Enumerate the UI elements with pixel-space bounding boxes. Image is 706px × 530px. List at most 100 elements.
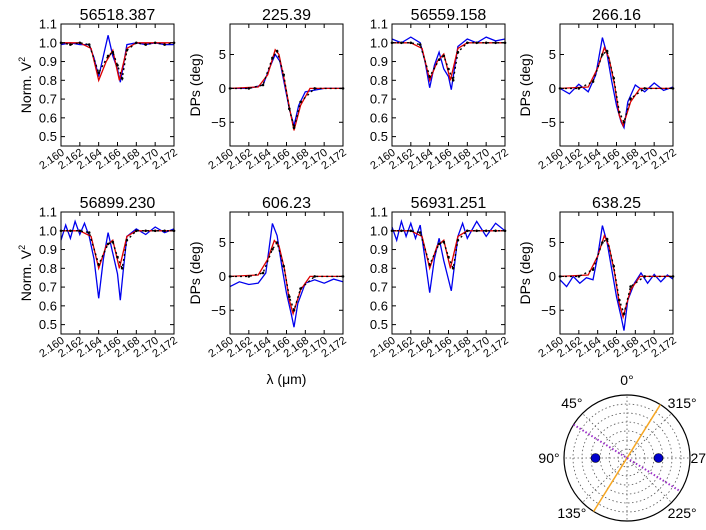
- data-point: [466, 229, 469, 233]
- y-tick-label: 1.1: [370, 17, 388, 32]
- y-tick-label: 0: [219, 269, 226, 284]
- series-line-1: [61, 219, 174, 301]
- y-tick-label: 1.1: [39, 205, 57, 220]
- polar-angle-label: 45°: [561, 395, 582, 411]
- y-tick-label: 5: [219, 47, 226, 62]
- data-point: [69, 43, 72, 46]
- data-point: [135, 41, 138, 45]
- data-point: [120, 267, 124, 270]
- data-point: [97, 263, 100, 266]
- data-point: [163, 43, 166, 46]
- data-point: [299, 287, 302, 290]
- data-point: [116, 255, 119, 259]
- panel-title: 606.23: [262, 195, 311, 212]
- y-tick-label: 0.6: [39, 110, 57, 125]
- y-axis-label: DPs (deg): [517, 241, 533, 304]
- data-point: [577, 275, 581, 278]
- y-tick-label: 0.5: [39, 317, 57, 332]
- polar-angle-label: 315°: [668, 395, 697, 411]
- data-point: [87, 231, 91, 234]
- y-axis-label: DPs (deg): [187, 53, 203, 116]
- data-point: [288, 295, 291, 299]
- data-point: [475, 229, 479, 233]
- data-point: [292, 309, 296, 312]
- panel-8: −5052.1602.1622.1642.1662.1682.1702.1726…: [517, 195, 679, 360]
- data-point: [601, 53, 604, 56]
- x-axis-label: λ (μm): [267, 371, 307, 387]
- data-point: [447, 255, 450, 259]
- data-point: [292, 126, 296, 129]
- data-point: [629, 285, 632, 288]
- panel-7: 0.50.60.70.80.91.01.12.1602.1622.1642.16…: [368, 195, 510, 360]
- y-tick-label: 0.5: [370, 317, 388, 332]
- panel-5: 0.50.60.70.80.91.01.12.1602.1622.1642.16…: [17, 195, 180, 360]
- data-point: [400, 41, 403, 45]
- series-line-1: [230, 223, 343, 328]
- data-point: [605, 237, 609, 241]
- y-tick-label: 0.8: [39, 261, 57, 276]
- series-line-1: [560, 225, 673, 331]
- data-point: [451, 267, 455, 270]
- series-line-2: [392, 42, 505, 83]
- data-point: [247, 275, 251, 278]
- y-tick-label: 0.6: [370, 110, 388, 125]
- series-line-1: [392, 219, 505, 293]
- polar-spoke: [582, 413, 628, 459]
- polar-spoke: [626, 413, 672, 459]
- panel-title: 266.16: [592, 7, 641, 24]
- data-point: [618, 298, 621, 302]
- data-point: [418, 43, 422, 46]
- data-point: [144, 43, 147, 46]
- data-point: [466, 41, 469, 45]
- series-line-2: [392, 230, 505, 271]
- series-line-2: [560, 45, 673, 128]
- y-tick-label: 0.7: [370, 92, 388, 107]
- data-point: [456, 238, 460, 242]
- data-point: [120, 77, 124, 80]
- y-tick-label: 0.6: [370, 298, 388, 313]
- polar-spoke: [582, 457, 628, 503]
- panel-6: −5052.1602.1622.1642.1662.1682.1702.1726…: [187, 195, 349, 387]
- polar-ring: [572, 403, 682, 513]
- data-point: [116, 64, 119, 67]
- polar-line-2: [573, 423, 681, 493]
- y-axis-label: Norm. V2: [17, 57, 34, 113]
- y-tick-label: 5: [549, 235, 556, 250]
- data-point: [163, 229, 166, 233]
- data-point: [409, 229, 413, 233]
- data-point: [591, 80, 595, 83]
- data-point: [288, 107, 291, 110]
- data-point: [135, 229, 138, 233]
- y-tick-label: 0.8: [370, 261, 388, 276]
- polar-point-1: [590, 453, 601, 463]
- y-tick-label: 5: [219, 235, 226, 250]
- data-point: [282, 264, 286, 268]
- panel-title: 56931.251: [411, 195, 487, 212]
- y-axis-label: DPs (deg): [517, 53, 533, 116]
- data-point: [106, 242, 110, 246]
- data-point: [153, 41, 157, 45]
- y-tick-label: 1.0: [370, 35, 388, 50]
- axes-frame: [229, 23, 344, 147]
- data-point: [125, 49, 129, 52]
- series-line-1: [392, 36, 505, 90]
- y-tick-label: 0.5: [370, 129, 388, 144]
- y-tick-label: 0.9: [39, 54, 57, 69]
- polar-plot: 0° 45° 90° 135° 180° 225° 270° 315°: [538, 372, 706, 530]
- data-point: [271, 248, 274, 251]
- polar-spoke: [626, 457, 672, 503]
- data-point: [275, 49, 279, 53]
- y-axis-label: Norm. V2: [17, 245, 34, 301]
- axes-frame: [559, 211, 674, 335]
- y-tick-label: 1.0: [39, 35, 57, 50]
- data-point: [451, 79, 455, 82]
- y-tick-label: 1.1: [39, 17, 57, 32]
- data-point: [622, 121, 626, 124]
- y-tick-label: 1.1: [370, 205, 388, 220]
- panel-4: −5052.1602.1622.1642.1662.1682.1702.1722…: [517, 7, 679, 172]
- panel-title: 638.25: [592, 195, 641, 212]
- data-point: [484, 41, 488, 45]
- y-tick-label: 0.5: [39, 129, 57, 144]
- data-point: [447, 67, 450, 71]
